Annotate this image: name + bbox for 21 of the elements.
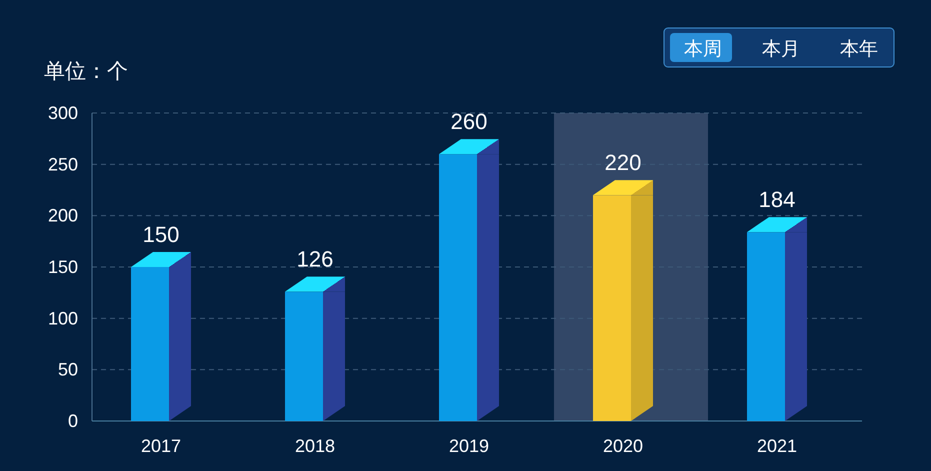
data-label: 184 [758,187,796,212]
y-tick-label: 300 [48,103,78,123]
x-tick-label: 2018 [294,436,336,456]
y-tick-label: 200 [48,206,78,226]
text: 本周 [684,39,722,60]
y-tick-label: 50 [58,360,78,380]
data-label: 150 [142,222,180,247]
x-tick-label: 2017 [140,436,182,456]
data-label: 220 [604,150,642,176]
x-tick-label: 2021 [756,436,798,456]
data-label: 126 [296,246,334,272]
y-tick-label: 150 [48,257,78,277]
x-tick-label: 2020 [602,436,644,456]
data-label: 260 [450,109,488,134]
y-axis-title: 单位：个 [44,60,128,83]
y-tick-label: 0 [68,411,78,431]
y-tick-label: 250 [48,154,78,174]
y-tick-label: 100 [48,308,78,328]
x-tick-label: 2019 [448,436,490,456]
text: 本年 [840,39,878,60]
text: 本月 [762,39,800,60]
